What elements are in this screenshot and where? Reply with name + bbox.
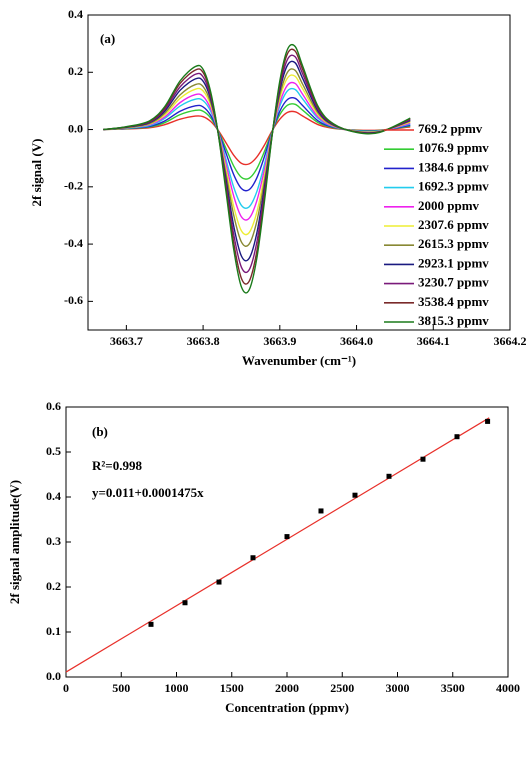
- x-tick-label: 2500: [330, 681, 354, 695]
- y-tick-label: -0.2: [64, 179, 83, 193]
- data-point: [284, 534, 290, 540]
- data-point: [352, 492, 358, 498]
- x-tick-label: 500: [112, 681, 130, 695]
- legend-label: 3230.7 ppmv: [418, 275, 489, 290]
- y-tick-label: 0.6: [46, 399, 61, 413]
- legend-label: 2615.3 ppmv: [418, 236, 489, 251]
- annotation: R²=0.998: [92, 458, 142, 473]
- plot-frame: [87, 14, 511, 331]
- x-tick-label: 3663.9: [263, 334, 296, 348]
- legend-label: 2000 ppmv: [418, 198, 480, 213]
- data-point: [318, 508, 324, 514]
- y-tick-label: -0.4: [64, 236, 83, 250]
- legend-label: 1076.9 ppmv: [418, 140, 489, 155]
- y-tick-label: -0.6: [64, 293, 83, 307]
- legend-label: 1384.6 ppmv: [418, 159, 489, 174]
- y-axis-label: 2f signal (V): [29, 139, 44, 207]
- y-tick-label: 0.1: [46, 624, 61, 638]
- fit-line: [65, 417, 490, 673]
- y-tick-label: 0.2: [68, 64, 83, 78]
- x-tick-label: 1500: [220, 681, 244, 695]
- line: [103, 68, 411, 247]
- x-tick-label: 2000: [275, 681, 299, 695]
- y-tick-label: 0.4: [46, 489, 61, 503]
- y-tick-label: 0.0: [46, 669, 61, 683]
- x-tick-label: 3000: [386, 681, 410, 695]
- data-point: [216, 579, 222, 585]
- y-tick-label: 0.2: [46, 579, 61, 593]
- line: [103, 87, 411, 209]
- legend-label: 1692.3 ppmv: [418, 179, 489, 194]
- legend-label: 2307.6 ppmv: [418, 217, 489, 232]
- line: [103, 110, 411, 166]
- line: [103, 60, 411, 262]
- line: [103, 48, 411, 285]
- legend-label: 3815.3 ppmv: [418, 313, 489, 328]
- legend-label: 2923.1 ppmv: [418, 255, 489, 270]
- x-axis-label: Concentration (ppmv): [225, 700, 349, 715]
- y-tick-label: 0.3: [46, 534, 61, 548]
- line: [103, 96, 411, 192]
- y-tick-label: 0.4: [68, 7, 83, 21]
- x-tick-label: 3664.2: [494, 334, 527, 348]
- x-tick-label: 3664.1: [417, 334, 450, 348]
- annotation: (a): [100, 31, 115, 46]
- line: [103, 81, 411, 221]
- data-point: [182, 600, 188, 606]
- legend-label: 3538.4 ppmv: [418, 294, 489, 309]
- x-tick-label: 3500: [441, 681, 465, 695]
- x-tick-label: 1000: [165, 681, 189, 695]
- y-tick-label: 0.0: [68, 121, 83, 135]
- x-tick-label: 4000: [496, 681, 520, 695]
- x-axis-label: Wavenumber (cm⁻¹): [242, 353, 356, 368]
- x-tick-label: 3663.7: [110, 334, 143, 348]
- x-tick-label: 0: [63, 681, 69, 695]
- plot-frame: [65, 406, 509, 678]
- x-tick-label: 3664.0: [340, 334, 373, 348]
- annotation: (b): [92, 424, 108, 439]
- data-point: [148, 621, 154, 627]
- x-tick-label: 3663.8: [187, 334, 220, 348]
- y-axis-label: 2f signal amplitude(V): [7, 480, 22, 604]
- legend-label: 769.2 ppmv: [418, 121, 483, 136]
- line: [103, 103, 411, 180]
- line: [103, 54, 411, 274]
- data-point: [485, 418, 491, 424]
- data-point: [420, 456, 426, 462]
- annotation: y=0.011+0.0001475x: [92, 485, 204, 500]
- line: [103, 43, 411, 294]
- data-point: [386, 473, 392, 479]
- y-tick-label: 0.5: [46, 444, 61, 458]
- data-point: [454, 434, 460, 440]
- line: [103, 74, 411, 236]
- data-point: [250, 555, 256, 561]
